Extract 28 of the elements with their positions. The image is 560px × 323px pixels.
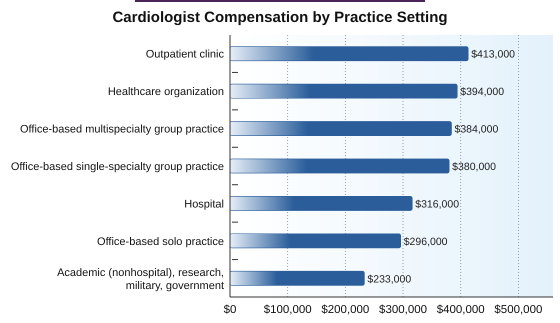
x-tick-label: $400,000 (436, 304, 485, 316)
data-label: $394,000 (460, 86, 504, 98)
data-label: $413,000 (471, 48, 516, 61)
data-label: $233,000 (367, 273, 412, 286)
x-tick-label: $500,000 (494, 304, 542, 316)
y-tick-label: Office-based multispecialty group practice (20, 124, 224, 136)
bar (230, 158, 450, 174)
y-tick-label: Office-based single-specialty group practice (10, 161, 224, 173)
y-tick-label: Academic (nonhospital), research, military, government (57, 266, 224, 292)
y-tick-label: Healthcare organization (108, 86, 224, 98)
data-label: $296,000 (404, 236, 448, 248)
bar (230, 196, 413, 211)
x-tick-label: $200,000 (321, 304, 370, 316)
data-label: $380,000 (452, 161, 496, 173)
x-tick-label: $100,000 (264, 304, 312, 316)
bar (230, 233, 402, 248)
x-tick-label: $0 (224, 304, 236, 316)
y-tick-label: Outpatient clinic (146, 48, 224, 61)
y-tick-label: Hospital (184, 198, 224, 210)
x-tick-label: $300,000 (379, 304, 428, 316)
bar (230, 121, 452, 136)
data-label: $384,000 (454, 124, 498, 136)
bar (230, 46, 469, 62)
chart-title: Cardiologist Compensation by Practice Setting (112, 9, 448, 26)
bar (230, 84, 458, 99)
y-tick-label: Office-based solo practice (97, 236, 224, 248)
data-label: $316,000 (415, 198, 460, 210)
bar (230, 270, 365, 286)
